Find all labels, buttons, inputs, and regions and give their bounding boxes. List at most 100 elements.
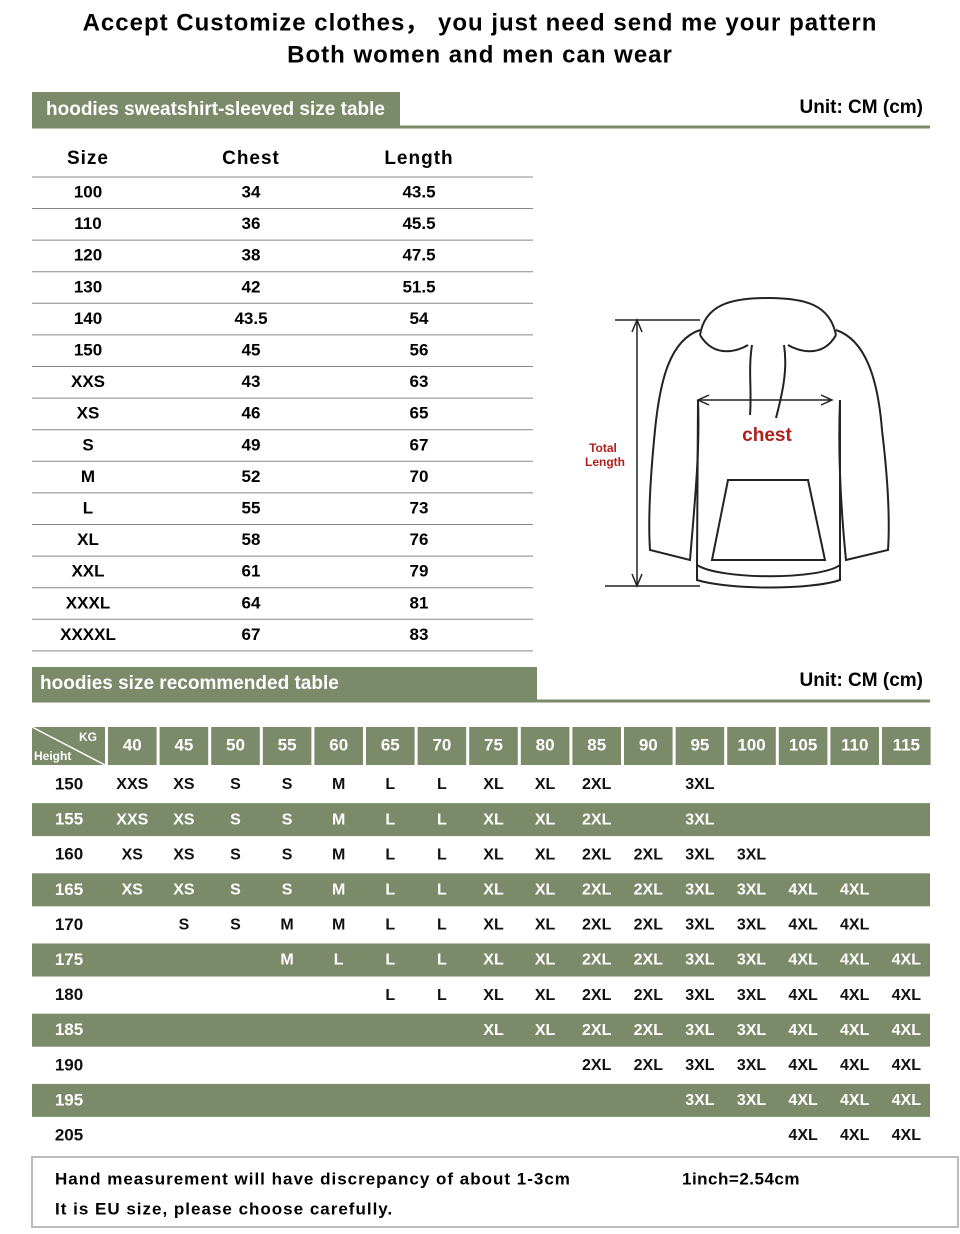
- size-cell: L: [385, 811, 395, 828]
- footer-note: 1inch=2.54cm: [682, 1169, 800, 1188]
- hood: [699, 296, 837, 336]
- row-band: [32, 873, 930, 907]
- height-label: 150: [55, 774, 83, 793]
- size-cell: XL: [483, 987, 504, 1004]
- footer-box: [31, 1156, 959, 1228]
- weight-label: 115: [893, 735, 920, 754]
- size-cell: 4XL: [892, 1057, 922, 1074]
- arrow-head: [631, 318, 643, 588]
- cell: 45.5: [402, 214, 435, 233]
- header-cell: [727, 727, 776, 765]
- weight-label: 50: [226, 735, 245, 754]
- size-cell: XL: [535, 987, 556, 1004]
- section-title: hoodies sweatshirt-sleeved size table: [46, 99, 385, 120]
- size-cell: 3XL: [685, 987, 715, 1004]
- size-cell: 4XL: [892, 952, 922, 969]
- size-cell: L: [437, 917, 447, 934]
- cell: 38: [242, 246, 261, 265]
- size-cell: M: [332, 882, 345, 899]
- cell: M: [81, 467, 95, 486]
- header-cell: [882, 727, 931, 765]
- cell: 43: [242, 372, 261, 391]
- size-cell: 4XL: [788, 1127, 818, 1144]
- header-cell: [572, 727, 621, 765]
- size-cell: L: [385, 952, 395, 969]
- header-cell: [830, 727, 879, 765]
- header-cell: [624, 727, 673, 765]
- size-cell: L: [437, 811, 447, 828]
- size-cell: 4XL: [892, 1127, 922, 1144]
- corner-divider: [31, 726, 106, 766]
- size-cell: 3XL: [737, 1092, 767, 1109]
- size-cell: XL: [483, 882, 504, 899]
- waistband: [696, 565, 841, 589]
- length-label: Length: [585, 455, 625, 469]
- header-cell: [778, 727, 828, 765]
- size-cell: 3XL: [737, 846, 767, 863]
- size-cell: 3XL: [685, 776, 715, 793]
- section-title: hoodies size recommended table: [40, 673, 339, 694]
- size-cell: 4XL: [788, 882, 818, 899]
- column-header: Chest: [222, 148, 280, 169]
- cell: XL: [77, 530, 99, 549]
- size-cell: L: [437, 776, 447, 793]
- height-label: 155: [55, 810, 83, 829]
- size-cell: S: [282, 811, 293, 828]
- size-cell: 2XL: [634, 987, 664, 1004]
- title-bar: [32, 667, 537, 700]
- weight-label: 105: [789, 735, 817, 754]
- cell: 65: [410, 404, 429, 423]
- size-cell: XL: [483, 917, 504, 934]
- weight-label: 55: [278, 735, 297, 754]
- size-cell: L: [385, 882, 395, 899]
- size-cell: XL: [535, 917, 556, 934]
- cell: 140: [74, 309, 102, 328]
- size-cell: 2XL: [634, 917, 664, 934]
- size-cell: M: [280, 952, 293, 969]
- corner-label: KG: [79, 730, 97, 744]
- height-label: 185: [55, 1020, 83, 1039]
- size-cell: S: [230, 811, 241, 828]
- size-cell: S: [230, 917, 241, 934]
- size-cell: XL: [535, 846, 556, 863]
- row-band: [32, 1083, 930, 1117]
- cell: 61: [242, 562, 261, 581]
- cell: S: [82, 435, 93, 454]
- weight-label: 70: [432, 735, 451, 754]
- corner-label: Height: [34, 749, 71, 763]
- size-cell: 3XL: [685, 1022, 715, 1039]
- header-cell: [675, 727, 725, 765]
- size-cell: 4XL: [840, 987, 870, 1004]
- measure-lines: [605, 318, 834, 588]
- right-sleeve: [835, 329, 890, 562]
- size-cell: 2XL: [634, 1057, 664, 1074]
- cell: 81: [410, 593, 429, 612]
- size-cell: S: [230, 882, 241, 899]
- column-header: Size: [67, 148, 109, 169]
- column-header: Length: [384, 148, 453, 169]
- cell: 42: [242, 277, 261, 296]
- cell: 51.5: [402, 277, 435, 296]
- length-label: Total: [589, 441, 617, 455]
- arrow-head: [696, 394, 834, 406]
- hood-edge: [699, 334, 837, 353]
- size-cell: XS: [173, 811, 195, 828]
- pocket: [710, 479, 827, 561]
- size-cell: XXS: [116, 811, 148, 828]
- size-cell: S: [282, 846, 293, 863]
- chest-label: chest: [742, 425, 792, 446]
- weight-label: 45: [174, 735, 193, 754]
- size-cell: 4XL: [788, 987, 818, 1004]
- cell: 70: [410, 467, 429, 486]
- size-cell: XL: [483, 1022, 504, 1039]
- size-cell: 2XL: [582, 776, 612, 793]
- size-cell: 2XL: [634, 952, 664, 969]
- cell: 63: [410, 372, 429, 391]
- cell: XXXXL: [60, 625, 116, 644]
- size-cell: 4XL: [840, 1022, 870, 1039]
- size-cell: 4XL: [892, 1092, 922, 1109]
- size-cell: L: [437, 846, 447, 863]
- height-label: 180: [55, 985, 83, 1004]
- size-cell: 3XL: [685, 811, 715, 828]
